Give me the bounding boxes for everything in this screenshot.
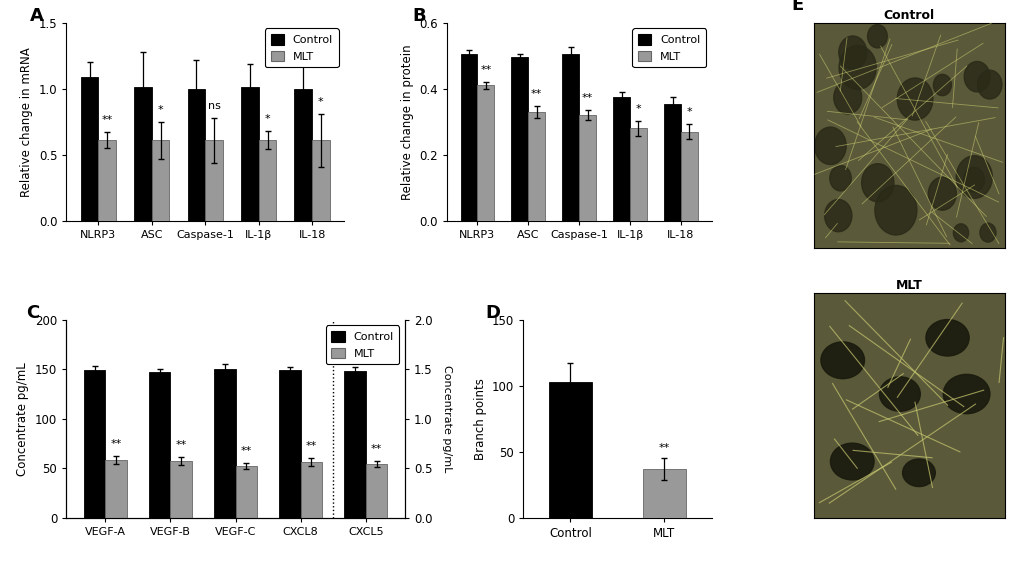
Legend: Control, MLT: Control, MLT	[632, 28, 705, 67]
Circle shape	[829, 166, 851, 191]
Text: A: A	[31, 7, 44, 25]
Text: **: **	[480, 64, 491, 75]
Circle shape	[979, 223, 995, 242]
Ellipse shape	[925, 320, 968, 356]
Text: *: *	[318, 97, 323, 107]
Text: B: B	[412, 7, 426, 25]
Circle shape	[867, 24, 887, 48]
Circle shape	[861, 164, 893, 202]
Text: **: **	[582, 93, 593, 104]
Bar	[643, 469, 685, 518]
Text: ns: ns	[208, 101, 220, 111]
Title: MLT: MLT	[895, 279, 922, 291]
Text: *: *	[686, 108, 692, 117]
Circle shape	[955, 156, 991, 199]
Text: C: C	[25, 304, 39, 322]
Y-axis label: Concentrate pg/mL: Concentrate pg/mL	[441, 365, 451, 472]
Bar	[152, 140, 169, 221]
Text: **: **	[658, 443, 669, 453]
Text: **: **	[110, 439, 121, 450]
Text: **: **	[175, 440, 186, 451]
Ellipse shape	[878, 377, 919, 411]
Bar	[561, 54, 579, 221]
Bar	[279, 370, 301, 518]
Circle shape	[874, 185, 916, 235]
Bar	[528, 112, 544, 221]
Title: Control: Control	[883, 9, 934, 22]
Ellipse shape	[902, 459, 934, 486]
Circle shape	[823, 200, 851, 232]
Circle shape	[897, 78, 932, 120]
Bar	[187, 89, 205, 221]
Circle shape	[833, 81, 861, 114]
Bar	[663, 104, 681, 221]
Circle shape	[927, 177, 956, 210]
Ellipse shape	[829, 443, 873, 480]
Circle shape	[932, 75, 951, 96]
Ellipse shape	[820, 342, 864, 379]
Text: *: *	[158, 105, 163, 115]
Bar	[235, 467, 257, 518]
Bar	[461, 54, 477, 221]
Bar	[681, 131, 697, 221]
Circle shape	[838, 36, 866, 69]
Bar	[170, 461, 192, 518]
Circle shape	[839, 46, 875, 89]
Bar	[135, 88, 152, 221]
Bar	[149, 372, 170, 518]
Bar	[240, 88, 259, 221]
Text: E: E	[791, 0, 803, 14]
Text: **: **	[531, 89, 542, 99]
Circle shape	[976, 70, 1001, 99]
Bar	[477, 85, 493, 221]
Text: **: **	[371, 444, 382, 455]
Legend: Control, MLT: Control, MLT	[325, 325, 399, 364]
Bar	[301, 463, 322, 518]
Circle shape	[963, 61, 989, 92]
Circle shape	[953, 224, 968, 242]
Bar	[630, 129, 646, 221]
Bar	[98, 140, 116, 221]
Text: **: **	[102, 116, 113, 125]
Legend: Control, MLT: Control, MLT	[265, 28, 338, 67]
Y-axis label: Relative change in protein: Relative change in protein	[400, 44, 414, 200]
Y-axis label: Branch points: Branch points	[473, 378, 486, 460]
Bar	[344, 371, 366, 518]
Bar	[366, 464, 387, 518]
Bar	[511, 57, 528, 221]
Text: D: D	[485, 304, 500, 322]
Bar	[579, 115, 595, 221]
Bar	[84, 370, 105, 518]
Circle shape	[963, 167, 983, 192]
Bar	[259, 140, 276, 221]
Text: *: *	[635, 104, 641, 114]
Y-axis label: Relative change in mRNA: Relative change in mRNA	[20, 47, 33, 197]
Bar	[205, 140, 223, 221]
Bar	[81, 77, 98, 221]
Text: **: **	[306, 442, 317, 451]
Text: **: **	[240, 447, 252, 456]
Bar	[214, 369, 235, 518]
Text: *: *	[265, 114, 270, 124]
Bar	[612, 97, 630, 221]
Bar	[105, 460, 126, 518]
Bar	[548, 382, 591, 518]
Bar	[312, 140, 329, 221]
Ellipse shape	[943, 374, 989, 414]
Circle shape	[814, 127, 846, 164]
Y-axis label: Concentrate pg/mL: Concentrate pg/mL	[16, 362, 30, 476]
Bar	[294, 89, 312, 221]
